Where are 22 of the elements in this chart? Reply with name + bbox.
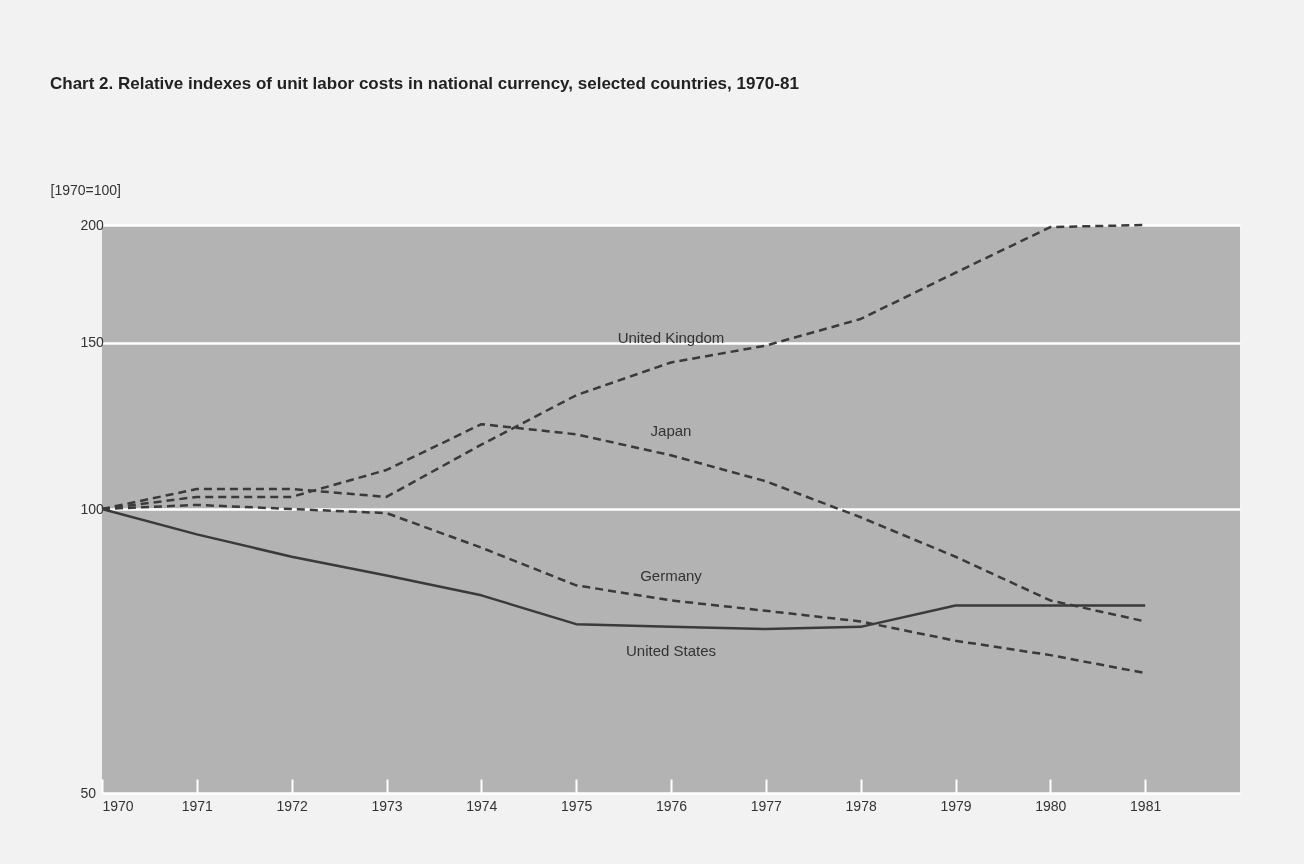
y-tick-label: 150 (80, 334, 105, 351)
x-tick-label: 1975 (561, 797, 593, 814)
chart-title: Chart 2. Relative indexes of unit labor costs in national currency, selected countries, 1970-81 (50, 74, 799, 93)
y-tick-label: 100 (80, 500, 105, 517)
series-label: United States (625, 641, 717, 659)
x-tick-label: 1978 (845, 797, 877, 814)
series-label: United Kingdom (617, 329, 725, 347)
x-tick-label: 1979 (940, 797, 972, 814)
x-tick-label: 1977 (750, 797, 783, 814)
x-tick-label: 1974 (466, 797, 498, 814)
x-tick-label: 1981 (1130, 797, 1162, 814)
x-tick-label: 1980 (1035, 797, 1067, 814)
series-label: Japan (650, 422, 692, 440)
y-tick-label: 200 (80, 216, 105, 233)
x-tick-label: 1972 (276, 797, 308, 814)
y-axis-title: [1970=100] (50, 181, 121, 198)
x-tick-label: 1973 (371, 797, 403, 814)
series-label: Germany (640, 567, 703, 585)
x-tick-label: 1970 (102, 797, 134, 814)
x-tick-label: 1971 (181, 797, 214, 814)
y-tick-label: 50 (80, 784, 97, 801)
x-tick-label: 1976 (655, 797, 688, 814)
